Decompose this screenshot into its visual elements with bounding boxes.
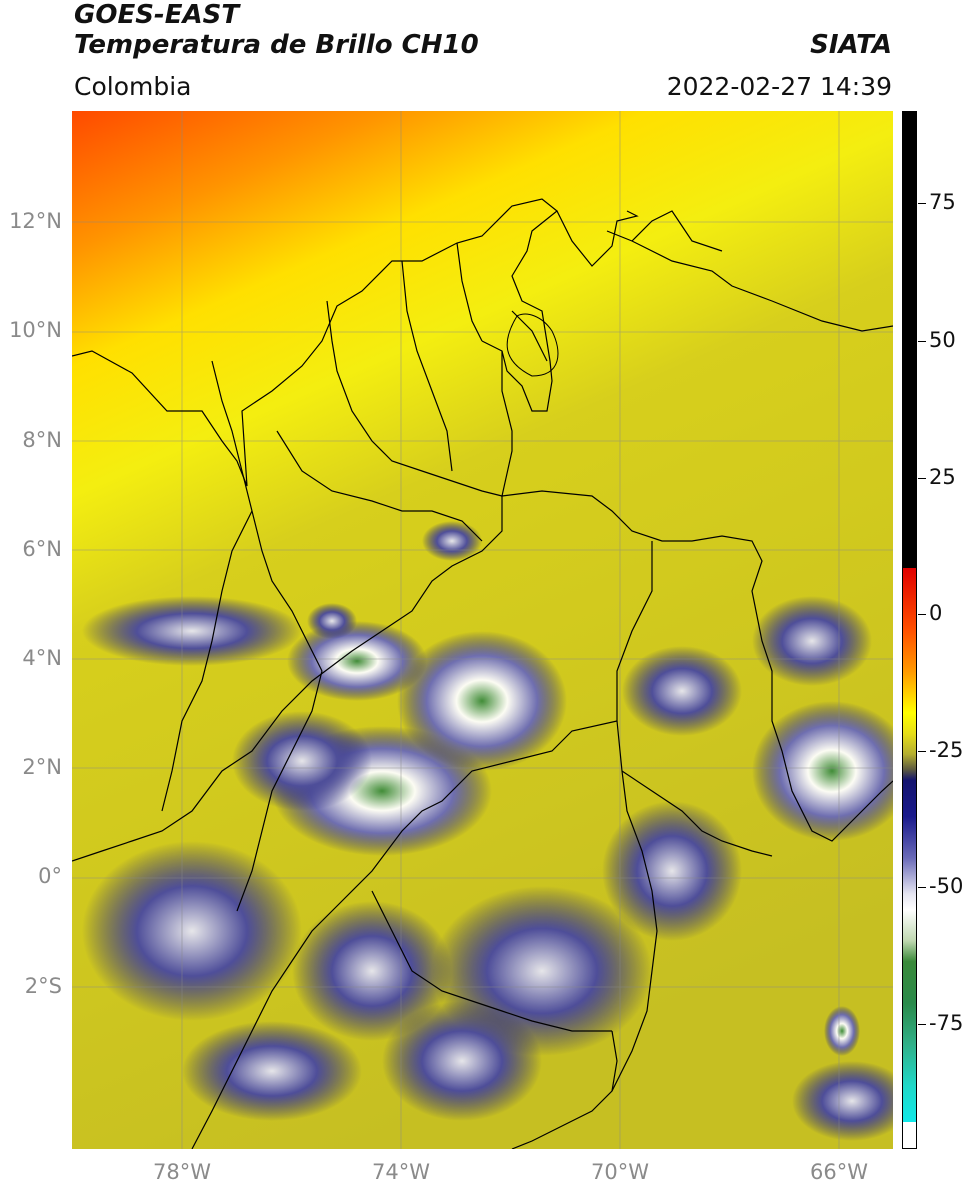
- coastline-lake: [506, 313, 559, 377]
- lon-label: 74°W: [372, 1160, 430, 1184]
- colorbar-tick: [918, 203, 926, 204]
- lat-label: 2°S: [24, 974, 62, 998]
- lon-label: 70°W: [591, 1160, 649, 1184]
- colorbar-label: 50: [929, 328, 956, 352]
- region-label: Colombia: [74, 72, 192, 101]
- colorbar-label: -75: [929, 1011, 964, 1035]
- colorbar-tick: [918, 478, 926, 479]
- datetime-label: 2022-02-27 14:39: [666, 72, 892, 101]
- colorbar-tick: [918, 341, 926, 342]
- borders: [72, 198, 893, 1149]
- lat-label: 0°: [38, 864, 62, 888]
- title-line-2: Temperatura de Brillo CH10: [74, 30, 479, 60]
- satellite-map: [72, 111, 893, 1149]
- colorbar-label: -50: [929, 874, 964, 898]
- colorbar-tick: [918, 751, 926, 752]
- colorbar-tick: [918, 887, 926, 888]
- colorbar-tick: [918, 614, 926, 615]
- lat-label: 10°N: [9, 318, 62, 342]
- lat-label: 8°N: [22, 428, 62, 452]
- lon-label: 66°W: [810, 1160, 868, 1184]
- colorbar-label: 75: [929, 190, 956, 214]
- lat-label: 12°N: [9, 209, 62, 233]
- colorbar-tick: [918, 1024, 926, 1025]
- lat-label: 4°N: [22, 646, 62, 670]
- colorbar-label: 0: [929, 601, 943, 625]
- title-line-1: GOES-EAST: [74, 0, 240, 30]
- colorbar-label: -25: [929, 738, 964, 762]
- map-title: GOES-EAST Temperatura de Brillo CH10: [74, 0, 479, 60]
- lat-label: 2°N: [22, 755, 62, 779]
- lat-label: 6°N: [22, 537, 62, 561]
- cloud-field: [82, 521, 893, 1141]
- lon-label: 78°W: [153, 1160, 211, 1184]
- source-label: SIATA: [810, 30, 892, 60]
- colorbar-label: 25: [929, 465, 956, 489]
- colorbar: [902, 111, 917, 1149]
